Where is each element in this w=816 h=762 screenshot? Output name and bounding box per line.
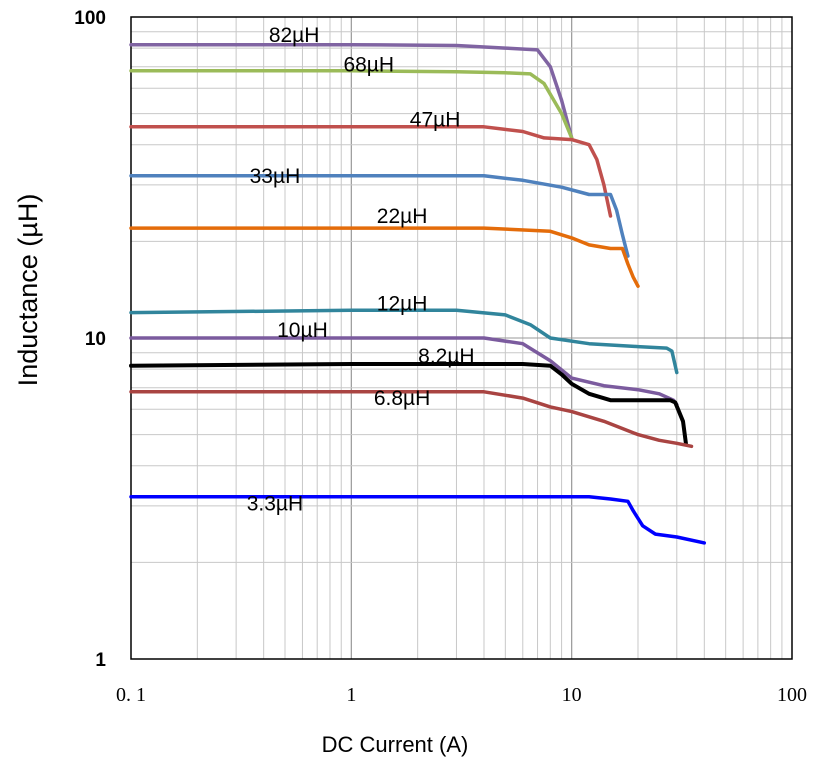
series-label: 68µH xyxy=(343,54,394,77)
y-tick-label: 100 xyxy=(74,8,106,29)
series-line-22H xyxy=(129,226,640,288)
x-axis-ticks: 0. 1 1 10 100 xyxy=(116,684,807,706)
series-line-82H xyxy=(129,42,574,140)
series-labels: 82µH 68µH 47µH 33µH 22µH 12µH 10µH 8.2µH 6.8µH 3.… xyxy=(247,24,475,516)
series-line-47H xyxy=(129,125,613,218)
y-axis-ticks: 1 10 100 xyxy=(74,8,106,671)
series-line-33H xyxy=(129,174,630,258)
series-label: 22µH xyxy=(377,205,428,228)
series-line-8.2H xyxy=(129,362,688,446)
series-lines xyxy=(129,42,707,545)
series-label: 10µH xyxy=(277,319,328,342)
series-label: 82µH xyxy=(269,24,320,47)
series-label: 6.8µH xyxy=(374,387,430,410)
series-label: 8.2µH xyxy=(418,345,474,368)
y-tick-label: 10 xyxy=(85,329,106,350)
y-axis-label: Inductance (µH) xyxy=(13,194,43,387)
y-tick-label: 1 xyxy=(95,650,106,671)
series-line-3.3H xyxy=(129,495,707,545)
x-axis-label: DC Current (A) xyxy=(322,732,469,757)
x-tick-label: 10 xyxy=(562,684,582,706)
series-label: 33µH xyxy=(250,165,301,188)
x-tick-label: 1 xyxy=(346,684,356,706)
series-label: 3.3µH xyxy=(247,493,303,516)
x-tick-label: 0. 1 xyxy=(116,684,146,706)
series-line-6.8H xyxy=(129,390,694,449)
x-tick-label: 100 xyxy=(777,684,807,706)
series-line-68H xyxy=(129,69,574,140)
series-label: 47µH xyxy=(410,108,461,131)
series-line-12H xyxy=(129,308,679,375)
series-label: 12µH xyxy=(377,293,428,316)
series-line-10H xyxy=(129,336,679,407)
